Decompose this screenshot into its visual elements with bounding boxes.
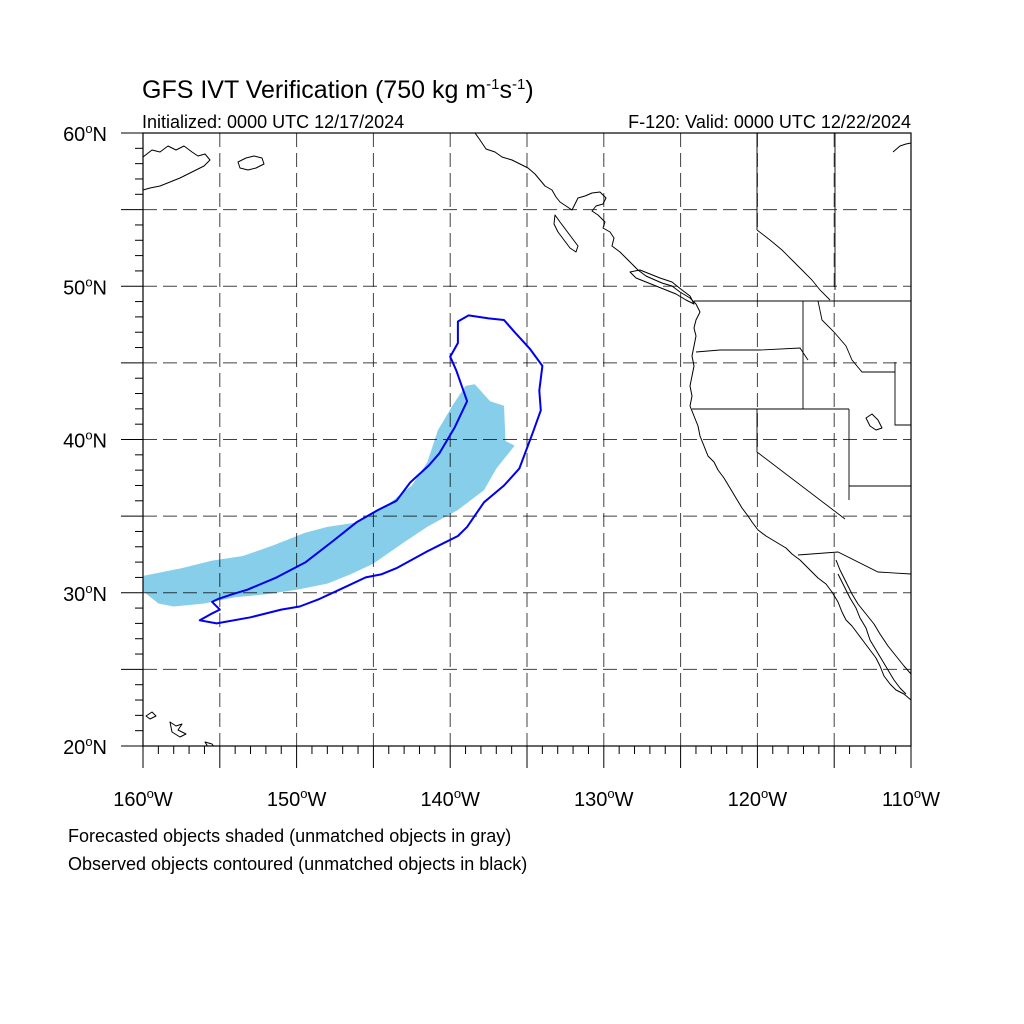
vancouver-island (629, 269, 695, 305)
longitude-label: 150oW (267, 786, 327, 811)
map-panel (121, 132, 912, 768)
latitude-label: 30oN (63, 581, 107, 606)
forecast-object-shading (143, 384, 515, 607)
title-close-paren: ) (525, 76, 533, 104)
alaska-panhandle-islands (553, 214, 579, 253)
latitude-labels: 60oN 50oN 40oN 30oN 20oN (63, 121, 107, 759)
coastlines (143, 133, 911, 746)
gulf-of-california-coastline (835, 559, 911, 675)
kodiak-island (237, 155, 265, 171)
title-main: GFS IVT Verification (750 kg m (142, 76, 486, 104)
latitude-label: 50oN (63, 274, 107, 299)
map-content (143, 133, 911, 746)
great-salt-lake (865, 413, 883, 431)
northeast-alaska-coast (892, 142, 911, 153)
longitude-labels: 160oW 150oW 140oW 130oW 120oW 110oW (113, 786, 940, 811)
latitude-label: 60oN (63, 121, 107, 146)
political-borders (692, 133, 911, 575)
california-nevada-border (756, 409, 846, 520)
alaska-bc-coastline (474, 133, 911, 701)
washington-oregon-border (695, 347, 809, 361)
us-mexico-border (797, 551, 911, 575)
axis-ticks (121, 132, 912, 768)
alaska-southwest-coastline (143, 145, 211, 191)
lat-lon-grid (143, 133, 911, 746)
figure-title: GFS IVT Verification (750 kg m-1s-1) (142, 76, 534, 104)
longitude-label: 130oW (574, 786, 634, 811)
longitude-label: 110oW (882, 786, 940, 811)
longitude-label: 140oW (420, 786, 480, 811)
bc-alberta-border (756, 229, 831, 301)
utah-wyoming-border (894, 362, 911, 426)
footnote-forecast: Forecasted objects shaded (unmatched obj… (68, 826, 511, 846)
longitude-label: 120oW (728, 786, 788, 811)
title-unit-exponent-1: -1 (486, 76, 499, 93)
hawaii-islands (145, 711, 215, 746)
latitude-label: 20oN (63, 734, 107, 759)
latitude-label: 40oN (63, 428, 107, 453)
baja-east-coastline (837, 573, 907, 695)
observed-object-contour (198, 314, 544, 625)
title-unit-s: s (499, 76, 512, 104)
longitude-label: 160oW (113, 786, 173, 811)
map-frame (142, 132, 912, 747)
footnote-observed: Observed objects contoured (unmatched ob… (68, 854, 527, 874)
initialized-label: Initialized: 0000 UTC 12/17/2024 (142, 112, 404, 132)
valid-time-label: F-120: Valid: 0000 UTC 12/22/2024 (628, 112, 911, 132)
title-unit-exponent-2: -1 (512, 76, 525, 93)
idaho-montana-border (817, 300, 895, 373)
